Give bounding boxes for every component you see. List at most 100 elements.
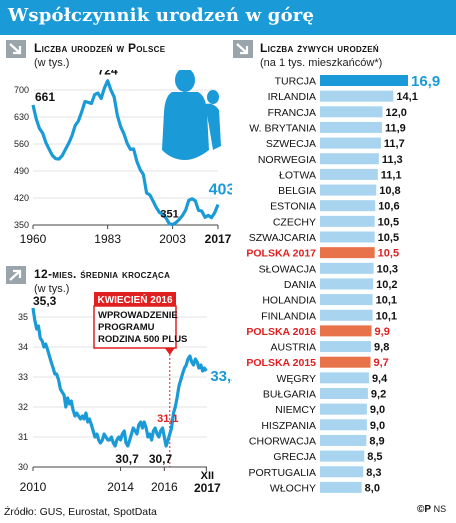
- data-label: 31,1: [157, 413, 178, 425]
- bar: [320, 466, 364, 478]
- category-label: WŁOCHY: [270, 482, 316, 494]
- x-tick-label: 2016: [151, 480, 178, 494]
- category-label: GRECJA: [273, 451, 316, 463]
- bar: [320, 309, 373, 321]
- arrow-down-right-icon: [6, 40, 26, 58]
- live-births-chart-title: Liczba żywych urodzeń: [260, 41, 379, 55]
- bar: [320, 90, 394, 102]
- births-chart-title: Liczba urodzeń w Polsce: [34, 41, 166, 55]
- category-label: CHORWACJA: [249, 435, 316, 447]
- bar: [320, 356, 371, 368]
- category-label: ESTONIA: [270, 201, 316, 213]
- bar: [320, 278, 374, 290]
- bar: [320, 215, 375, 227]
- data-label: 30,7: [115, 452, 139, 466]
- bar: [320, 121, 382, 133]
- value-label: 11,1: [381, 169, 402, 181]
- bar: [320, 434, 367, 446]
- callout-header: [94, 292, 176, 306]
- births-line-chart: 350 420 490 560 630 700 1960 1983 2003 2017 661 724…: [14, 70, 232, 246]
- value-label: 11,7: [384, 138, 405, 150]
- bar: [320, 200, 376, 212]
- category-label: SZWAJCARIA: [249, 232, 316, 244]
- value-label: 12,0: [385, 107, 406, 119]
- x-tick-label: 2010: [20, 480, 47, 494]
- data-label: 661: [35, 90, 55, 104]
- y-tick-label: 700: [14, 85, 29, 95]
- value-label: 9,7: [374, 357, 389, 369]
- bar: [320, 481, 362, 493]
- x-tick-label: 2014: [107, 480, 134, 494]
- author-initials: NS: [433, 504, 447, 514]
- source-note: Źródło: GUS, Eurostat, SpotData: [4, 506, 157, 518]
- bar: [320, 372, 369, 384]
- y-tick-label: 490: [14, 166, 29, 176]
- publisher-logo: ©P NS: [417, 504, 446, 515]
- page-title: Współczynnik urodzeń w górę: [8, 5, 315, 26]
- category-label: FRANCJA: [268, 107, 316, 119]
- moving-average-series-line: [31, 307, 208, 448]
- y-tick-label: 31: [18, 432, 28, 442]
- data-label: 33,2: [210, 368, 232, 385]
- value-label: 14,1: [396, 91, 417, 103]
- category-label: HOLANDIA: [262, 295, 316, 307]
- callout-text: WPROWADZENIE: [98, 310, 178, 321]
- x-tick-label: 1983: [94, 232, 121, 246]
- value-label: 10,5: [378, 216, 399, 228]
- callout-text: PROGRAMU: [98, 322, 155, 333]
- category-label: SZWECJA: [266, 138, 316, 150]
- value-label: 11,3: [382, 154, 403, 166]
- category-label: NIEMCY: [275, 404, 316, 416]
- bar: [320, 247, 375, 259]
- value-label: 10,5: [378, 248, 399, 260]
- births-series-line: [31, 79, 220, 227]
- category-label: IRLANDIA: [268, 91, 316, 103]
- bar: [320, 325, 372, 337]
- category-label: WĘGRY: [277, 373, 316, 385]
- x-tick-label: 2017: [194, 481, 221, 495]
- y-tick-label: 33: [18, 372, 28, 382]
- copyright-icon: ©P: [417, 504, 431, 515]
- category-label: W. BRYTANIA: [249, 122, 316, 134]
- mother-child-silhouette: [162, 70, 221, 160]
- bar: [320, 450, 365, 462]
- value-label: 8,0: [365, 482, 380, 494]
- bar: [320, 184, 377, 196]
- value-label: 9,9: [375, 326, 390, 338]
- data-label: 403: [209, 182, 232, 199]
- bar: [320, 231, 375, 243]
- callout-text: RODZINA 500 PLUS: [98, 334, 187, 345]
- x-tick-label: 2003: [159, 232, 186, 246]
- bar: [320, 403, 367, 415]
- data-label: 35,3: [33, 294, 57, 308]
- category-label: DANIA: [284, 279, 316, 291]
- y-tick-label: 630: [14, 112, 29, 122]
- data-label: 30,7: [149, 452, 173, 466]
- category-label: POLSKA 2015: [246, 357, 316, 369]
- live-births-bar-chart: TURCJA 16,9 IRLANDIA 14,1 FRANCJA 12,0 W. BRYT…: [246, 73, 440, 494]
- category-label: CZECHY: [273, 216, 316, 228]
- y-tick-label: 350: [14, 220, 29, 230]
- value-label: 9,8: [374, 342, 389, 354]
- value-label: 10,1: [376, 295, 397, 307]
- value-label: 10,1: [376, 310, 397, 322]
- value-label: 9,4: [372, 373, 388, 385]
- data-label: 351: [160, 209, 178, 221]
- live-births-chart-subtitle: (na 1 tys. mieszkańców*): [260, 57, 383, 69]
- value-label: 8,9: [369, 435, 384, 447]
- value-label: 9,0: [370, 420, 385, 432]
- bar: [320, 168, 378, 180]
- category-label: SŁOWACJA: [259, 263, 316, 275]
- value-label: 8,5: [367, 451, 382, 463]
- bar: [320, 106, 383, 118]
- bar: [320, 294, 373, 306]
- y-tick-label: 34: [18, 342, 28, 352]
- value-label: 9,2: [371, 389, 386, 401]
- y-tick-label: 32: [18, 402, 28, 412]
- category-label: HISZPANIA: [261, 420, 316, 432]
- births-chart-subtitle: (w tys.): [34, 57, 70, 69]
- value-label: 16,9: [411, 73, 440, 90]
- x-tick-label: 2017: [205, 232, 232, 246]
- value-label: 9,0: [370, 404, 385, 416]
